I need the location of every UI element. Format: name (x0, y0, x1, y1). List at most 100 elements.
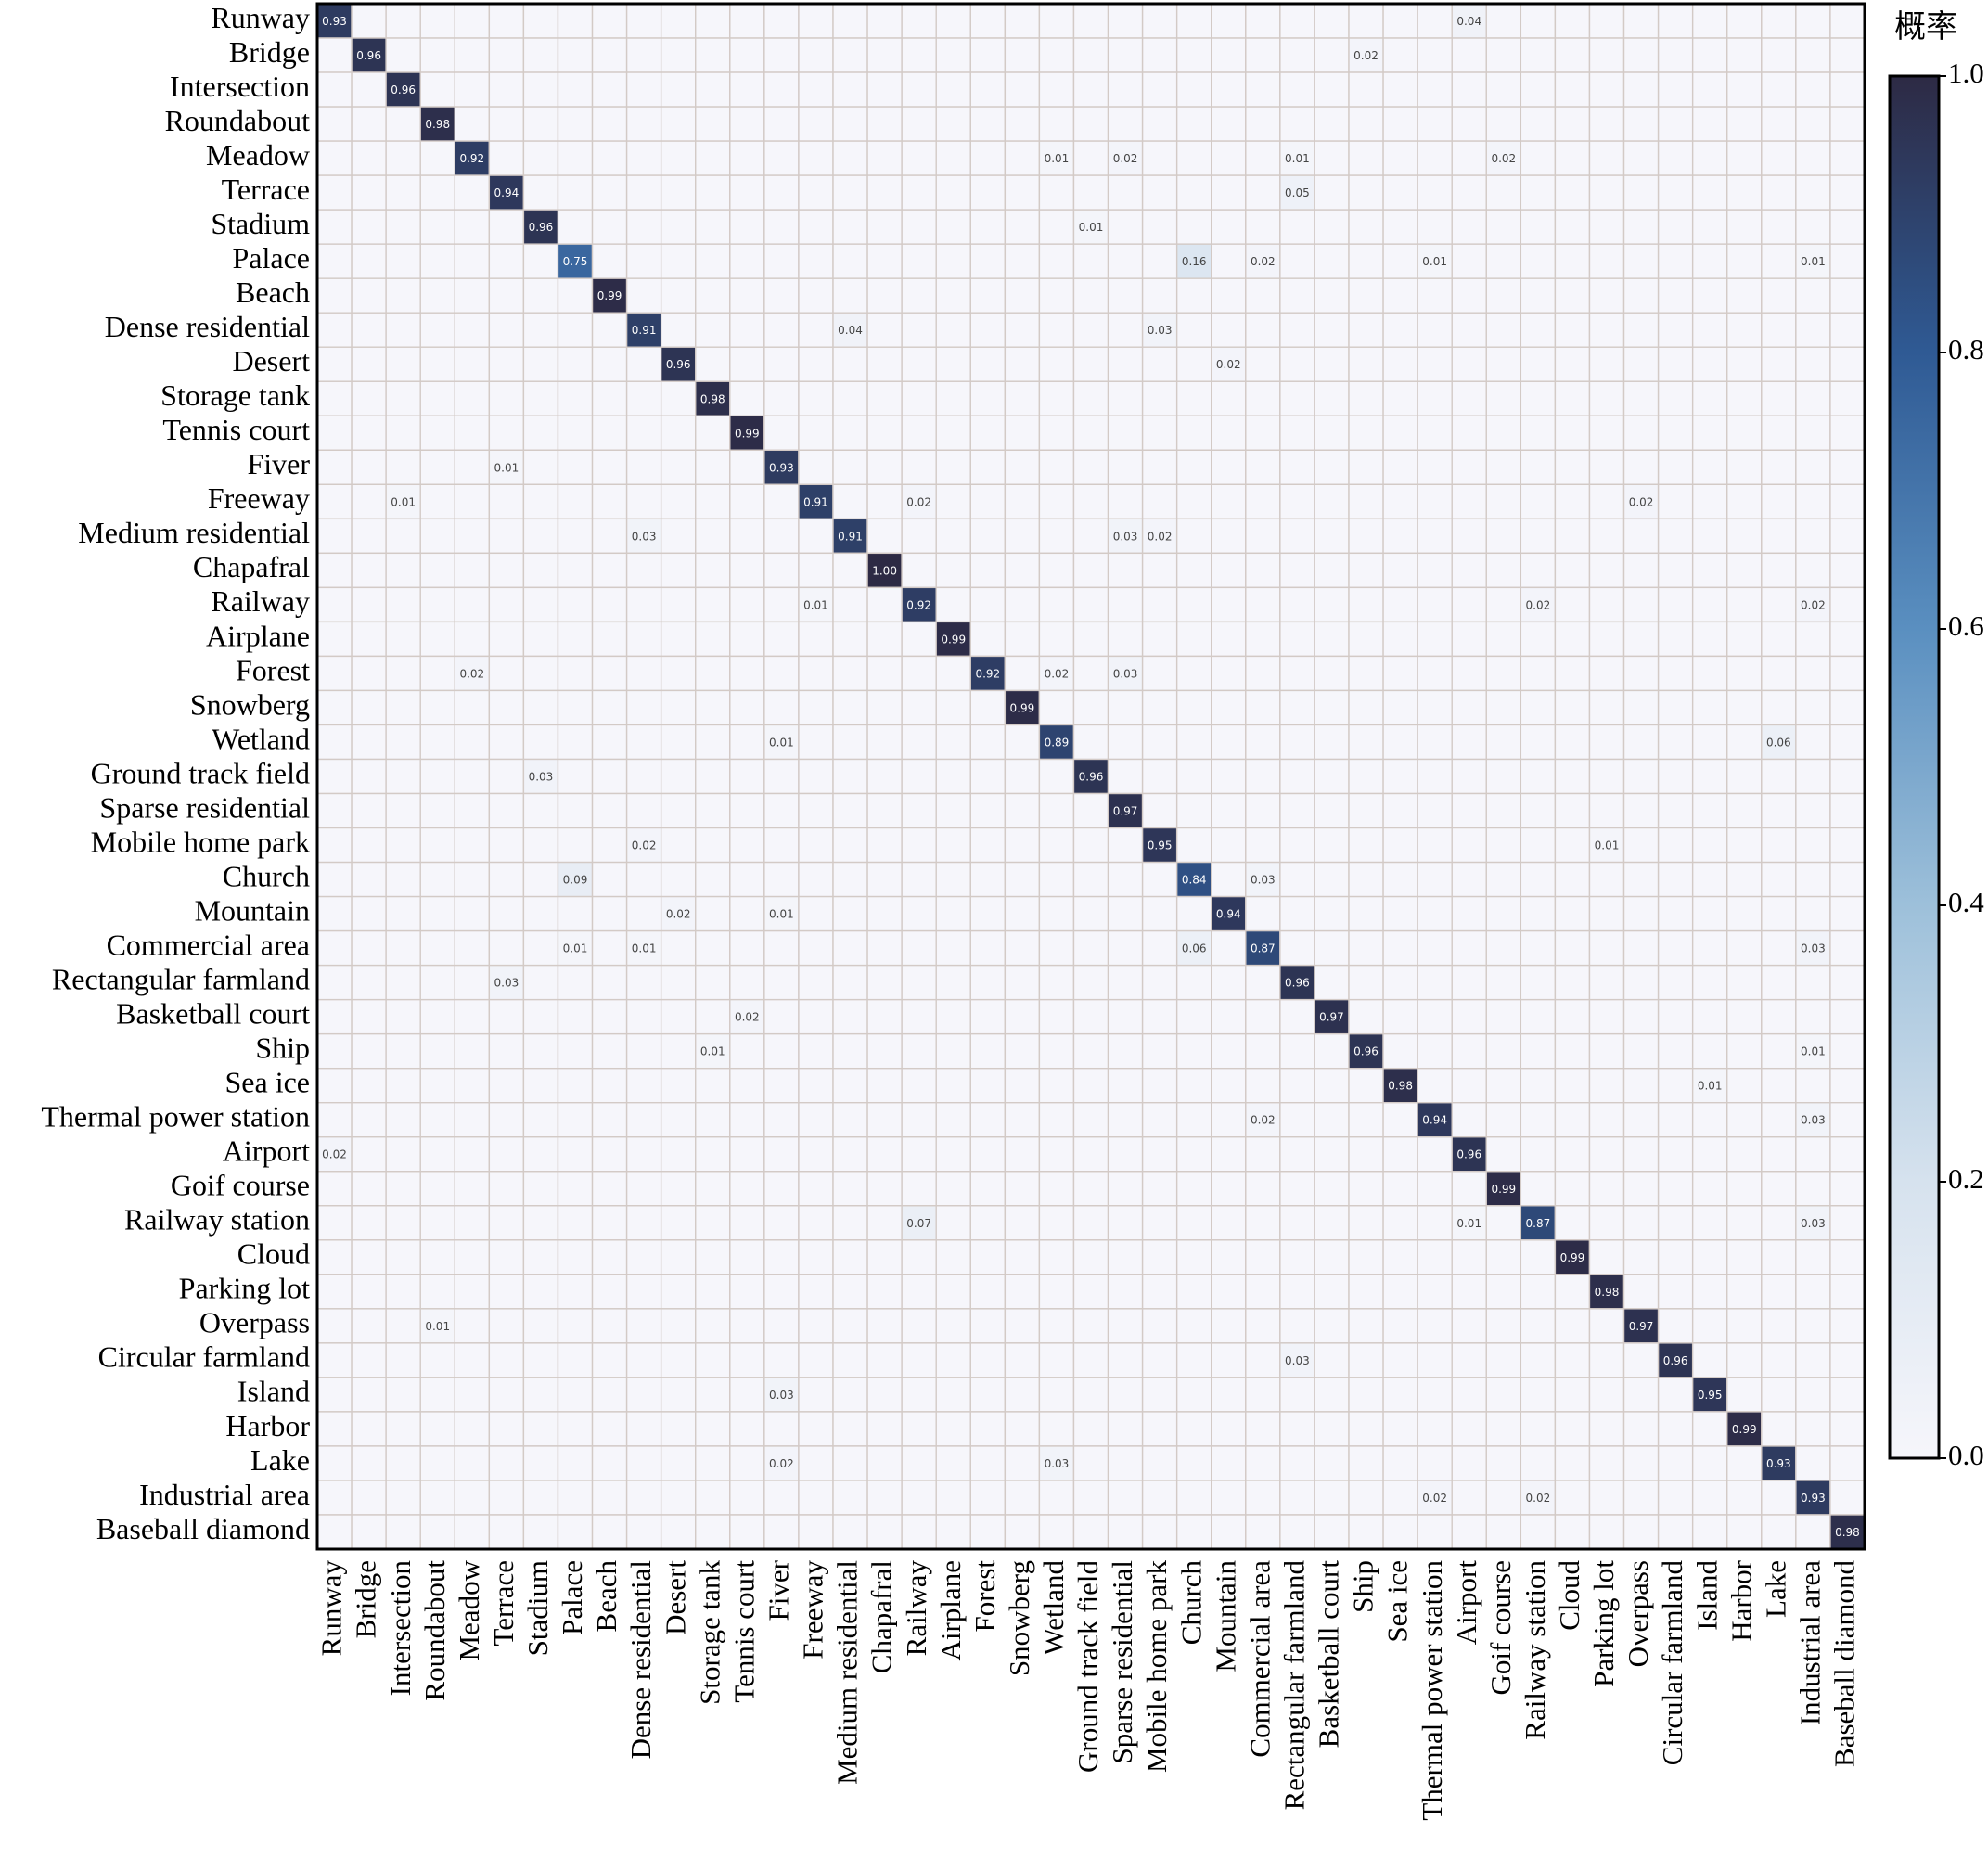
cell (1691, 71, 1728, 108)
cell (419, 174, 455, 211)
cell (385, 380, 421, 416)
cell (625, 1102, 662, 1138)
cell (1554, 1308, 1591, 1344)
cell (1657, 346, 1694, 382)
cell (1554, 1377, 1591, 1413)
cell (729, 71, 765, 108)
cell (1657, 1274, 1694, 1310)
cell (1622, 1445, 1660, 1481)
cell (935, 689, 971, 726)
cell (969, 724, 1007, 761)
cell-label: 0.01 (769, 908, 794, 921)
cell (1726, 1171, 1763, 1207)
cell (1175, 3, 1212, 39)
cell (1038, 71, 1075, 108)
cell (1004, 1032, 1041, 1070)
cell (763, 415, 800, 451)
cell (1554, 174, 1591, 211)
cell (351, 1274, 387, 1310)
cell (1691, 380, 1728, 416)
cell (969, 106, 1007, 142)
cell (1382, 243, 1418, 279)
cell (591, 621, 628, 658)
cell (1141, 1445, 1178, 1481)
cell (798, 1067, 834, 1104)
cell (832, 1480, 868, 1516)
cell (1107, 346, 1144, 382)
cell (1417, 1342, 1453, 1378)
cell (1588, 518, 1625, 555)
cell (316, 209, 353, 245)
y-tick-label: Snowberg (190, 687, 310, 721)
cell (591, 998, 628, 1035)
y-tick-label: Palace (233, 241, 311, 275)
cell (316, 71, 353, 108)
y-tick-label: Mountain (195, 893, 310, 927)
cell (1657, 1171, 1694, 1207)
cell (660, 483, 697, 520)
cell (1382, 1274, 1418, 1310)
cell (488, 724, 525, 761)
cell (419, 346, 455, 382)
cell (1107, 106, 1144, 142)
cell (695, 449, 731, 486)
cell (557, 621, 594, 658)
cell (1004, 895, 1041, 932)
cell (1348, 3, 1384, 39)
cell (1245, 689, 1281, 726)
cell (1279, 724, 1315, 761)
cell (1417, 140, 1453, 176)
cell (1004, 1411, 1041, 1447)
cell (1520, 1067, 1557, 1104)
cell (1485, 277, 1522, 314)
cell (660, 724, 697, 761)
cell (1726, 518, 1763, 555)
cell (1038, 929, 1075, 967)
cell (901, 929, 937, 967)
cell (316, 1308, 353, 1344)
cell (832, 792, 868, 829)
cell (1141, 37, 1178, 73)
cell (1795, 655, 1831, 692)
cell (557, 1171, 594, 1207)
cell (695, 243, 731, 279)
cell (419, 1514, 455, 1550)
cell (798, 106, 834, 142)
cell (488, 1067, 525, 1104)
cell (1520, 1136, 1557, 1173)
cell (695, 1102, 731, 1138)
x-tick-label: Meadow (453, 1559, 485, 1660)
cell (1038, 346, 1075, 382)
cell (1141, 929, 1178, 967)
cell (1726, 689, 1763, 726)
cell (1245, 1411, 1281, 1447)
cell (1038, 174, 1075, 211)
cell (832, 1377, 868, 1413)
cell (1382, 449, 1418, 486)
cell (1382, 655, 1418, 692)
cell (1622, 861, 1660, 898)
cell (935, 998, 971, 1035)
cell (488, 758, 525, 795)
colorbar-tick-label: 0.2 (1948, 1162, 1984, 1195)
cell-label: 0.05 (1285, 186, 1310, 199)
cell (1588, 483, 1625, 520)
cell (557, 449, 594, 486)
cell (1761, 1067, 1797, 1104)
cell (385, 689, 421, 726)
cell (488, 1205, 525, 1241)
cell (1417, 1171, 1453, 1207)
cell (1107, 312, 1144, 348)
cell (1038, 483, 1075, 520)
cell-label: 0.02 (1526, 598, 1551, 611)
cell (454, 1514, 491, 1550)
cell (1141, 380, 1178, 416)
cell (729, 209, 765, 245)
cell (1382, 998, 1418, 1035)
cell (1451, 209, 1487, 245)
cell (316, 1171, 353, 1207)
cell (798, 861, 834, 898)
cell (1451, 655, 1487, 692)
cell (695, 1239, 731, 1275)
cell (1004, 37, 1041, 73)
